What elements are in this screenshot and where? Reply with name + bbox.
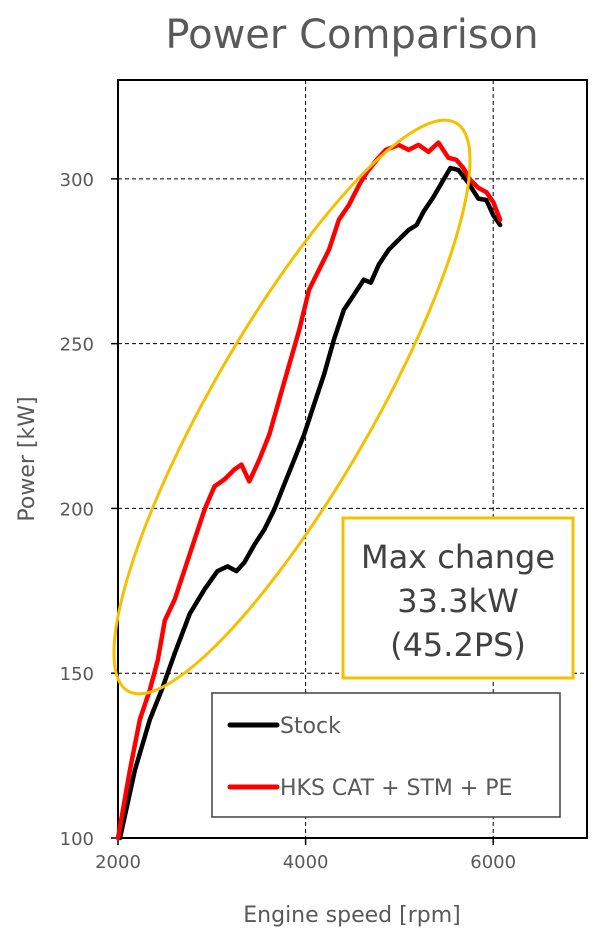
y-tick-label: 300 [60,170,94,191]
legend-box [211,692,561,818]
annotation-box [341,516,575,680]
annotation-line-3: (45.2PS) [390,626,526,664]
legend: Stock HKS CAT + STM + PE [211,692,561,818]
x-tick-label: 2000 [95,852,141,873]
highlight-ellipse [112,118,472,696]
annotation-line-1: Max change [361,538,555,576]
series-line-stock [117,165,503,841]
y-tick-label: 100 [60,829,94,850]
y-axis-label: Power [kW] [15,396,40,521]
x-axis-label: Engine speed [rpm] [243,903,460,928]
y-tick-label: 250 [60,335,94,356]
y-tick-label: 150 [60,664,94,685]
plot-frame [117,79,588,839]
chart-title: Power Comparison [165,12,538,58]
ticks: 100 150 200 250 300 2000 4000 6000 [60,170,516,873]
y-tick-label: 200 [60,499,94,520]
x-tick-label: 6000 [470,852,516,873]
legend-label-hks: HKS CAT + STM + PE [280,776,512,801]
series-line-hks [115,140,503,841]
annotation-line-2: 33.3kW [397,582,518,620]
legend-label-stock: Stock [280,714,341,739]
x-tick-label: 4000 [283,852,329,873]
series [115,140,503,841]
